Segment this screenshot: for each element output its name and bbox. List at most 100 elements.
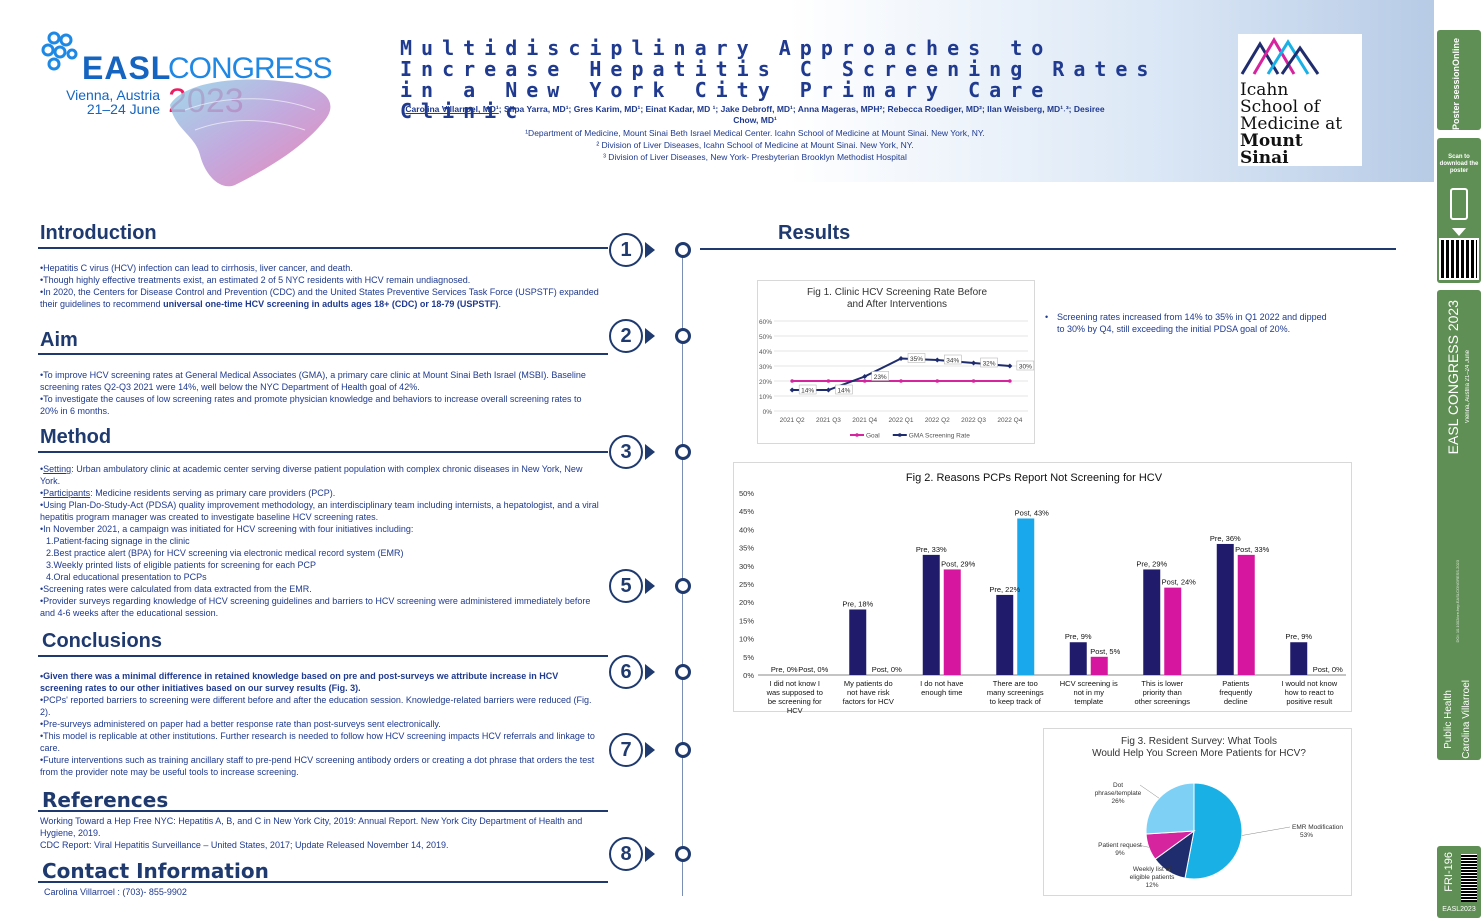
fig3-label-pct: 9% bbox=[1115, 850, 1125, 857]
fig2-chart: Fig 2. Reasons PCPs Report Not Screening… bbox=[733, 462, 1352, 715]
marker-ring bbox=[675, 846, 691, 862]
fig2-bar-pre bbox=[849, 609, 867, 675]
fig2-label-post: Post, 43% bbox=[1015, 508, 1050, 517]
fig2-category-label: be screening for bbox=[768, 697, 822, 706]
fig2-category-label: factors for HCV bbox=[843, 697, 894, 706]
fig1-data-label-box bbox=[980, 357, 998, 368]
fig3-slice bbox=[1184, 782, 1243, 880]
fig1-data-label: 23% bbox=[874, 374, 887, 381]
results-title: Results bbox=[778, 222, 851, 244]
intro-ruler bbox=[38, 247, 608, 249]
marker-number: 5 bbox=[609, 569, 643, 603]
intro-title: Introduction bbox=[40, 222, 157, 244]
fig2-category-label: HCV screening is bbox=[1060, 679, 1118, 688]
poster-title: Multidisciplinary Approaches to Increase… bbox=[400, 36, 1158, 123]
authors: Carolina Villarroel, MD¹; Silpa Yarra, M… bbox=[405, 104, 1105, 125]
conclusions-title: Conclusions bbox=[42, 630, 163, 652]
method-ruler bbox=[38, 451, 608, 453]
fig1-point bbox=[934, 357, 940, 363]
fig1-title-line: and After Interventions bbox=[847, 299, 947, 310]
fig2-bar-pre bbox=[1069, 642, 1087, 675]
icahn-name: Icahn School of Medicine at Mount Sinai bbox=[1240, 80, 1343, 168]
fig3-title-line: Would Help You Screen More Patients for … bbox=[1092, 748, 1306, 759]
marker-arrow-icon bbox=[645, 578, 655, 594]
fig2-category-label: was supposed to bbox=[766, 688, 823, 697]
fig2-ytick: 40% bbox=[739, 525, 754, 534]
fig1-ytick: 40% bbox=[759, 349, 772, 356]
marker-ring bbox=[675, 242, 691, 258]
mountain-icon bbox=[1240, 37, 1320, 75]
fig2-category-label: My patients do bbox=[844, 679, 893, 688]
fig1-xtick: 2021 Q2 bbox=[780, 417, 805, 424]
fig2-ytick: 10% bbox=[739, 635, 754, 644]
fig1-point bbox=[971, 379, 976, 383]
fig1-title-line: Fig 1. Clinic HCV Screening Rate Before bbox=[807, 287, 988, 298]
fig2-category-label: Patients bbox=[1222, 679, 1249, 688]
fig2-ytick: 20% bbox=[739, 598, 754, 607]
aim-ruler bbox=[38, 353, 608, 355]
timeline-line bbox=[682, 256, 683, 896]
fig2-label-post: Post, 5% bbox=[1090, 647, 1120, 656]
fig2-label-post: Post, 0% bbox=[1313, 665, 1343, 674]
references-title: References bbox=[42, 788, 169, 812]
barcode bbox=[1461, 854, 1477, 902]
fig1-point bbox=[826, 379, 831, 383]
qr-code[interactable] bbox=[1439, 238, 1479, 280]
results-bullet: • Screening rates increased from 14% to … bbox=[1045, 312, 1327, 334]
conclusions-body: •Given there was a minimal difference in… bbox=[40, 671, 595, 777]
fig1-data-label-box bbox=[907, 353, 926, 363]
fig2-label-pre: Pre, 36% bbox=[1210, 534, 1241, 543]
fig2-label-pre: Pre, 9% bbox=[1065, 632, 1092, 641]
fig1-data-label: 14% bbox=[801, 388, 814, 395]
fig2-bar-pre bbox=[922, 554, 940, 675]
references-ruler bbox=[38, 810, 608, 812]
fig2-label-pre: Pre, 0% bbox=[771, 665, 798, 674]
fig2-ytick: 0% bbox=[743, 671, 754, 680]
fig3-svg: Fig 3. Resident Survey: What ToolsWould … bbox=[1092, 736, 1343, 889]
fig2-bar-pre bbox=[1216, 543, 1234, 675]
easl-word: EASL bbox=[82, 50, 172, 86]
fig2-label-pre: Pre, 33% bbox=[916, 545, 947, 554]
sponsor-box: Poster sessionOnline bbox=[1437, 30, 1481, 130]
fig3-label-text: Dot bbox=[1113, 782, 1123, 789]
phone-icon bbox=[1450, 188, 1468, 220]
marker-arrow-icon bbox=[645, 846, 655, 862]
marker-arrow-icon bbox=[645, 664, 655, 680]
fig1-data-label-box bbox=[835, 384, 853, 395]
icahn-logo: Icahn School of Medicine at Mount Sinai bbox=[1238, 34, 1362, 168]
fig2-category-label: There are too bbox=[993, 679, 1038, 688]
references-body: Working Toward a Hep Free NYC: Hepatitis… bbox=[40, 816, 583, 850]
fig1-data-label-box bbox=[798, 384, 817, 395]
fig2-category-label: not have risk bbox=[847, 688, 890, 697]
marker-ring bbox=[675, 578, 691, 594]
fig2-label-pre: Pre, 22% bbox=[989, 585, 1020, 594]
aim-title: Aim bbox=[40, 329, 78, 351]
fig1-data-label: 34% bbox=[946, 358, 959, 365]
marker-ring bbox=[675, 742, 691, 758]
fig2-label-pre: Pre, 29% bbox=[1136, 559, 1167, 568]
fig1-xtick: 2022 Q3 bbox=[961, 417, 986, 424]
intro-body: •Hepatitis C virus (HCV) infection can l… bbox=[40, 263, 599, 309]
fig2-label-post: Post, 33% bbox=[1235, 545, 1270, 554]
fig1-point bbox=[898, 356, 904, 361]
fig3-label-pct: 53% bbox=[1300, 832, 1313, 839]
fig2-label-post: Post, 24% bbox=[1162, 578, 1197, 587]
fig1-data-label: 32% bbox=[983, 361, 996, 368]
fig1-point bbox=[1008, 379, 1012, 383]
fig2-ytick: 35% bbox=[739, 544, 754, 553]
scan-text: Scan to download the poster bbox=[1439, 154, 1479, 174]
conclusions-ruler bbox=[38, 655, 608, 657]
fig2-category-label: positive result bbox=[1286, 697, 1333, 706]
code-tag: EASL2023 bbox=[1442, 906, 1476, 913]
fig2-title: Fig 2. Reasons PCPs Report Not Screening… bbox=[906, 472, 1163, 484]
fig2-label-pre: Pre, 18% bbox=[842, 599, 873, 608]
fig3-leader bbox=[1241, 826, 1291, 836]
fig1-data-label: 35% bbox=[910, 356, 923, 363]
contact-title: Contact Information bbox=[42, 859, 269, 883]
fig2-ytick: 45% bbox=[739, 507, 754, 516]
fig3-label-text: eligible patients bbox=[1130, 874, 1176, 881]
fig2-label-post: Post, 0% bbox=[798, 665, 828, 674]
